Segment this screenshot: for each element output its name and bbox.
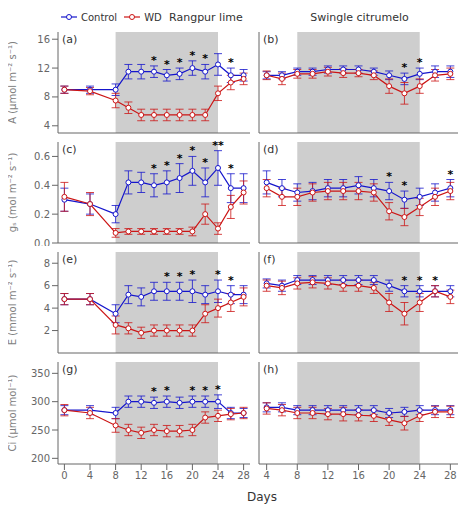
svg-text:24: 24 (413, 470, 426, 481)
svg-text:16: 16 (37, 34, 50, 45)
svg-text:16: 16 (160, 470, 173, 481)
svg-text:*: * (164, 270, 170, 283)
html-text:(g): (g) (62, 363, 78, 376)
svg-text:0.0: 0.0 (34, 238, 50, 246)
html-text:(b): (b) (263, 33, 279, 46)
svg-text:350: 350 (31, 368, 50, 379)
svg-text:*: * (447, 168, 453, 181)
svg-text:*: * (386, 170, 392, 183)
svg-text:*: * (402, 274, 408, 287)
svg-text:*: * (190, 268, 196, 281)
svg-text:*: * (417, 56, 423, 69)
svg-text:0.4: 0.4 (34, 180, 50, 191)
html-text:(f): (f) (263, 253, 276, 266)
svg-text:4: 4 (44, 120, 50, 131)
svg-text:6: 6 (44, 280, 50, 291)
html-text:(c): (c) (62, 143, 77, 156)
svg-text:*: * (164, 159, 170, 172)
svg-text:12: 12 (37, 63, 50, 74)
svg-text:*: * (190, 384, 196, 397)
svg-text:*: * (190, 144, 196, 157)
svg-text:*: * (215, 268, 221, 281)
svg-text:*: * (151, 385, 157, 398)
svg-text:*: * (151, 162, 157, 175)
svg-text:20: 20 (186, 470, 199, 481)
svg-text:8: 8 (294, 470, 300, 481)
svg-text:A (μmol m⁻² s⁻¹): A (μmol m⁻² s⁻¹) (8, 41, 18, 124)
svg-text:*: * (202, 384, 208, 397)
html-text:Rangpur lime: Rangpur lime (169, 10, 243, 24)
svg-text:200: 200 (31, 453, 50, 464)
html-text:(h): (h) (263, 363, 279, 376)
svg-text:*: * (228, 56, 234, 69)
svg-text:*: * (417, 274, 423, 287)
html-text:Swingle citrumelo: Swingle citrumelo (310, 10, 409, 24)
svg-text:8: 8 (44, 91, 50, 102)
svg-text:28: 28 (444, 470, 457, 481)
svg-text:**: ** (212, 139, 224, 152)
svg-text:*: * (228, 274, 234, 287)
svg-text:*: * (164, 384, 170, 397)
svg-text:16: 16 (352, 470, 365, 481)
svg-text:*: * (164, 58, 170, 71)
svg-text:12: 12 (322, 470, 335, 481)
svg-text:300: 300 (31, 396, 50, 407)
svg-text:*: * (177, 56, 183, 69)
svg-text:*: * (177, 270, 183, 283)
svg-text:*: * (215, 383, 221, 396)
svg-text:8: 8 (44, 258, 50, 269)
svg-text:*: * (228, 162, 234, 175)
svg-text:*: * (402, 179, 408, 192)
svg-text:*: * (202, 156, 208, 169)
svg-text:4: 4 (263, 470, 269, 481)
svg-text:*: * (177, 152, 183, 165)
svg-text:20: 20 (383, 470, 396, 481)
svg-text:*: * (190, 49, 196, 62)
svg-text:2: 2 (44, 325, 50, 336)
svg-text:*: * (151, 54, 157, 67)
html-text:(d): (d) (263, 143, 279, 156)
svg-text:Ci (μmol mol⁻¹): Ci (μmol mol⁻¹) (8, 374, 18, 451)
svg-text:4: 4 (44, 303, 50, 314)
svg-text:8: 8 (112, 470, 118, 481)
svg-text:250: 250 (31, 425, 50, 436)
html-text:WD: WD (144, 11, 162, 23)
svg-text:*: * (202, 52, 208, 65)
svg-text:*: * (432, 274, 438, 287)
html-text:(a): (a) (62, 33, 78, 46)
svg-text:24: 24 (212, 470, 225, 481)
html-text:(e): (e) (62, 253, 78, 266)
svg-text:0: 0 (61, 470, 67, 481)
svg-text:*: * (402, 61, 408, 74)
svg-text:0.6: 0.6 (34, 151, 50, 162)
svg-text:0.2: 0.2 (34, 209, 50, 220)
svg-text:12: 12 (135, 470, 148, 481)
svg-text:28: 28 (237, 470, 250, 481)
svg-text:4: 4 (87, 470, 93, 481)
html-text:Control: Control (81, 11, 118, 23)
svg-text:gₛ (mol m⁻² s⁻¹): gₛ (mol m⁻² s⁻¹) (8, 153, 18, 233)
html-text:Days: Days (247, 490, 277, 504)
svg-text:E (mmol m⁻² s⁻¹): E (mmol m⁻² s⁻¹) (8, 260, 18, 346)
